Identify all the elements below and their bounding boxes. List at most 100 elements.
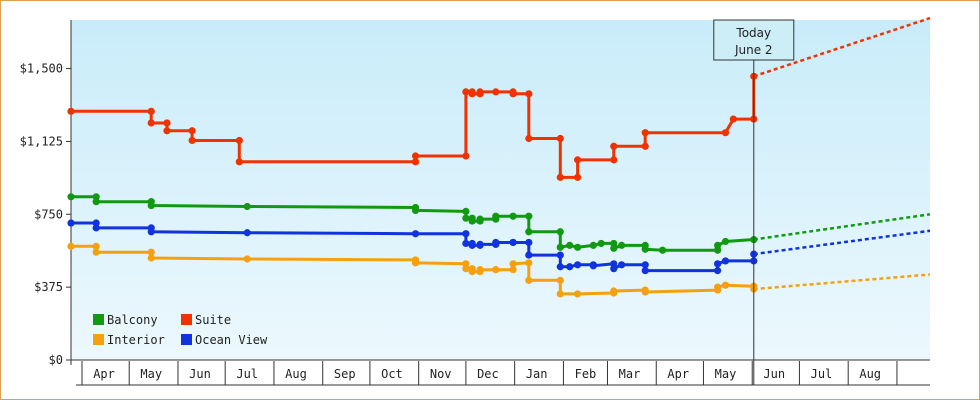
- data-point: [714, 283, 722, 291]
- legend: Balcony Suite Interior Ocean View: [93, 313, 268, 347]
- data-point: [509, 90, 517, 98]
- data-point: [556, 263, 564, 271]
- legend-swatch: [93, 314, 104, 325]
- data-point: [411, 259, 420, 267]
- data-point: [729, 115, 737, 123]
- data-point: [462, 207, 470, 215]
- data-point: [476, 215, 484, 223]
- data-point: [658, 246, 667, 254]
- data-point: [509, 266, 517, 274]
- data-point: [492, 88, 500, 96]
- data-point: [556, 173, 564, 181]
- x-month-label: Apr: [667, 367, 689, 381]
- data-point: [509, 260, 517, 268]
- data-point: [525, 251, 533, 259]
- x-month-label: Mar: [619, 367, 641, 381]
- data-point: [556, 243, 564, 251]
- data-point: [556, 290, 564, 298]
- data-point: [243, 202, 251, 211]
- series-line: [71, 76, 756, 179]
- data-point: [92, 248, 100, 256]
- data-point: [573, 243, 582, 251]
- legend-item: Suite: [181, 313, 231, 327]
- x-month-label: Apr: [93, 367, 115, 381]
- data-point: [721, 281, 730, 289]
- data-point: [468, 268, 476, 276]
- data-point: [462, 88, 470, 96]
- legend-swatch: [93, 334, 104, 345]
- data-point: [462, 214, 470, 222]
- data-point: [147, 107, 155, 115]
- data-point: [525, 90, 533, 98]
- data-point: [476, 240, 484, 248]
- data-point: [556, 228, 564, 236]
- data-point: [525, 228, 533, 236]
- projection-line: [753, 229, 931, 256]
- data-point: [525, 212, 533, 220]
- data-point: [641, 245, 649, 253]
- data-point: [573, 261, 582, 269]
- data-point: [243, 229, 251, 237]
- data-point: [525, 276, 533, 284]
- data-point: [589, 262, 597, 270]
- data-point: [641, 267, 649, 275]
- series-ocean-view: [67, 219, 931, 275]
- data-point: [462, 152, 470, 160]
- x-month-label: May: [140, 367, 162, 381]
- legend-item: Interior: [93, 333, 165, 347]
- plot-area: [71, 20, 930, 360]
- data-point: [411, 158, 420, 166]
- data-point: [92, 198, 100, 206]
- data-point: [641, 261, 649, 269]
- data-point: [610, 142, 618, 150]
- today-label: Today: [735, 26, 771, 40]
- data-point: [525, 238, 533, 247]
- data-point: [147, 254, 155, 262]
- data-point: [188, 136, 196, 145]
- data-point: [556, 276, 564, 284]
- data-point: [641, 142, 649, 150]
- data-point: [188, 127, 196, 135]
- data-point: [641, 129, 649, 137]
- x-month-label: Jun: [189, 367, 211, 381]
- data-point: [721, 257, 730, 265]
- data-point: [618, 241, 626, 249]
- today-box: [713, 19, 795, 61]
- data-point: [641, 288, 649, 296]
- x-month-label: Oct: [381, 367, 403, 381]
- data-point: [147, 228, 155, 236]
- y-tick-label: $1,500: [20, 62, 63, 76]
- x-month-label: Nov: [430, 367, 452, 381]
- data-point: [492, 266, 500, 274]
- data-point: [509, 212, 517, 220]
- data-point: [492, 238, 500, 247]
- data-point: [67, 193, 75, 201]
- data-point: [714, 267, 722, 275]
- data-point: [525, 259, 533, 267]
- x-axis: Apr May Jun Jul Aug Sep Oct Nov Dec Jan Feb Mar Apr M…: [76, 361, 930, 386]
- data-point: [610, 265, 618, 273]
- data-point: [573, 290, 582, 298]
- legend-swatch: [181, 314, 192, 325]
- series-interior: [67, 242, 931, 298]
- data-point: [243, 255, 251, 263]
- x-month-label: Aug: [859, 367, 881, 381]
- data-point: [476, 266, 484, 274]
- data-point: [462, 230, 470, 238]
- data-point: [556, 251, 564, 259]
- legend-label: Ocean View: [195, 333, 268, 347]
- y-tick-label: $1,125: [20, 134, 63, 148]
- data-point: [721, 129, 730, 137]
- data-point: [163, 127, 171, 135]
- legend-label: Balcony: [107, 313, 158, 327]
- projection-line: [753, 213, 931, 241]
- data-point: [92, 242, 100, 250]
- data-point: [67, 107, 75, 115]
- x-month-label: May: [715, 367, 737, 381]
- x-month-label: Dec: [477, 367, 499, 381]
- today-date: June 2: [734, 43, 773, 57]
- legend-item: Ocean View: [181, 333, 268, 347]
- data-point: [492, 212, 500, 220]
- today-marker: Today June 2: [713, 19, 795, 385]
